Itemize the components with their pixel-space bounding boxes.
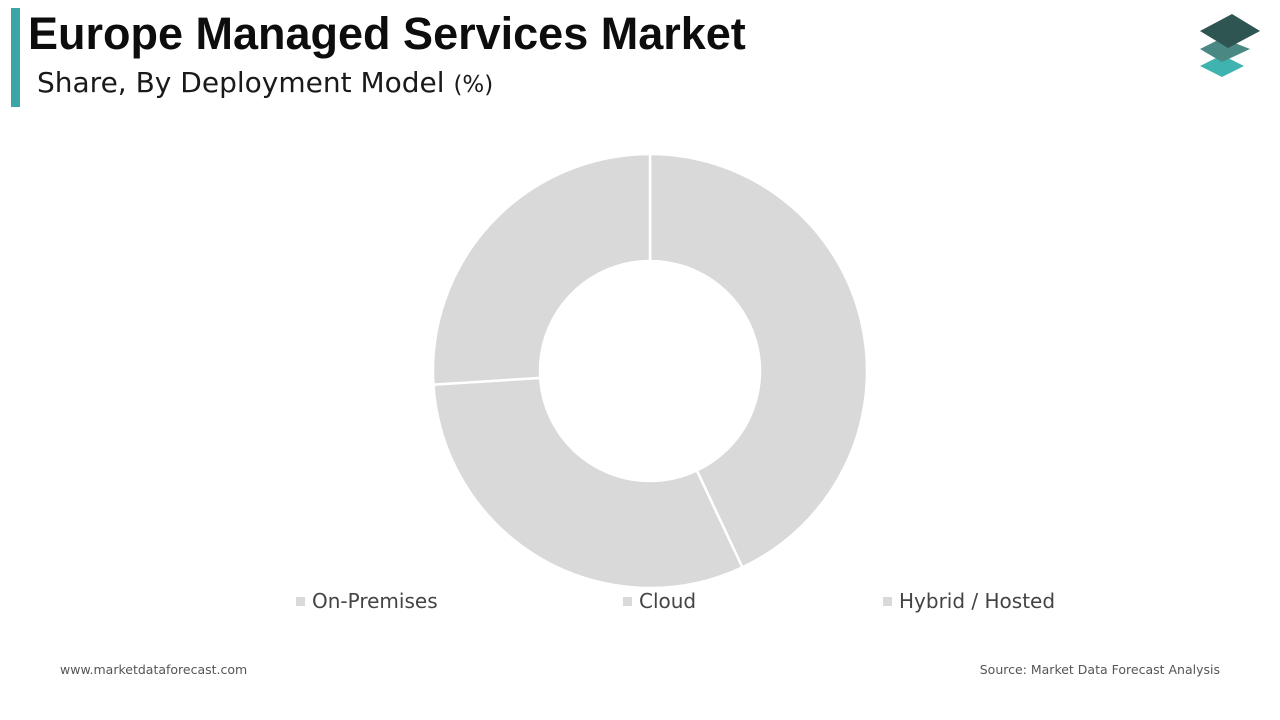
- logo-layer-middle: [1200, 38, 1250, 62]
- subtitle-text: Share, By Deployment Model: [37, 66, 445, 99]
- legend-item-hybrid-hosted: Hybrid / Hosted: [883, 589, 1055, 613]
- website-footer: www.marketdataforecast.com: [60, 662, 248, 677]
- logo-layer-top: [1200, 14, 1260, 48]
- title-accent-bar: [11, 8, 20, 107]
- donut-slice-cloud: [432, 376, 745, 590]
- logo-layer-bottom: [1200, 55, 1244, 77]
- brand-logo-icon: [1200, 14, 1260, 77]
- legend-item-cloud: Cloud: [623, 589, 696, 613]
- source-footer: Source: Market Data Forecast Analysis: [979, 662, 1220, 677]
- page-title: Europe Managed Services Market: [28, 8, 746, 59]
- legend-item-on-premises: On-Premises: [296, 589, 438, 613]
- legend-label: Cloud: [639, 589, 697, 613]
- legend-swatch: [883, 596, 892, 606]
- donut-slice-on-premises: [648, 152, 869, 570]
- legend-label: On-Premises: [312, 589, 438, 613]
- donut-slice-hybrid-hosted: [431, 152, 652, 386]
- chart-subtitle: Share, By Deployment Model (%): [37, 64, 493, 104]
- legend-swatch: [296, 596, 305, 606]
- legend-label: Hybrid / Hosted: [899, 589, 1056, 613]
- legend-swatch: [623, 596, 632, 606]
- subtitle-unit: (%): [453, 72, 494, 98]
